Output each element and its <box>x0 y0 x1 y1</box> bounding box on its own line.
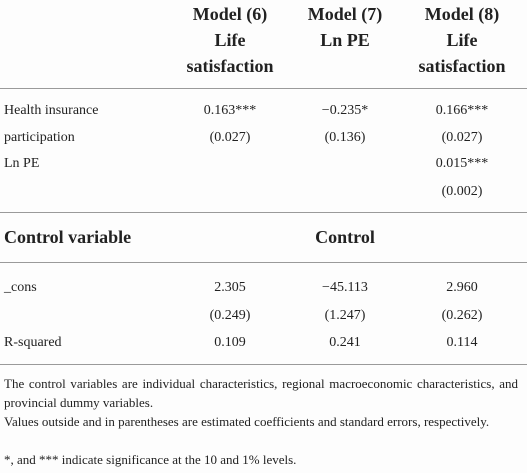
cell-value: 0.114 <box>446 335 478 350</box>
column-header: Model (8) <box>424 4 500 24</box>
cell-value: −45.113 <box>322 280 368 295</box>
cell-value: (0.249) <box>209 308 251 323</box>
column-header: satisfaction <box>418 56 506 76</box>
row-label: R-squared <box>4 335 62 350</box>
table-note: Values outside and in parentheses are es… <box>4 414 490 429</box>
cell-value: (0.002) <box>441 184 483 199</box>
cell-value: 0.166*** <box>435 103 489 118</box>
cell-value: 0.163*** <box>203 103 257 118</box>
cell-value: (0.027) <box>441 130 483 145</box>
cell-value: (1.247) <box>324 308 366 323</box>
rule <box>0 262 527 263</box>
cell-value: (0.136) <box>324 130 366 145</box>
cell-value: 2.305 <box>214 280 246 295</box>
table-note: The control variables are individual cha… <box>4 376 518 410</box>
table-note: *, and *** indicate significance at the … <box>4 452 297 467</box>
column-header: Life <box>214 30 246 50</box>
row-label: participation <box>4 130 75 145</box>
cell-value: 0.015*** <box>435 156 489 171</box>
column-header: Life <box>446 30 478 50</box>
cell-value: (0.027) <box>209 130 251 145</box>
control-value: Control <box>315 227 375 247</box>
cell-value: −0.235* <box>321 103 369 118</box>
cell-value: (0.262) <box>441 308 483 323</box>
cell-value: 0.241 <box>329 335 361 350</box>
control-label: Control variable <box>4 227 132 247</box>
row-label: _cons <box>4 280 37 295</box>
cell-value: 2.960 <box>446 280 478 295</box>
column-header: Model (7) <box>307 4 383 24</box>
column-header: Model (6) <box>192 4 268 24</box>
row-label: Ln PE <box>4 156 40 171</box>
rule <box>0 212 527 213</box>
column-header: satisfaction <box>186 56 274 76</box>
rule <box>0 88 527 89</box>
rule <box>0 364 527 365</box>
column-header: Ln PE <box>320 30 370 50</box>
cell-value: 0.109 <box>214 335 246 350</box>
row-label: Health insurance <box>4 103 99 118</box>
